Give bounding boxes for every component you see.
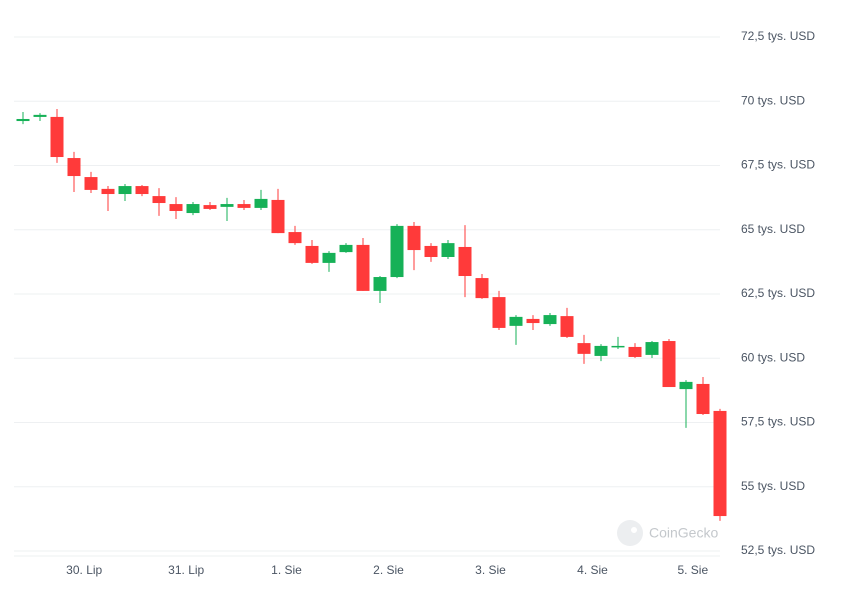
watermark-text: CoinGecko bbox=[649, 525, 718, 541]
candle-body bbox=[628, 346, 642, 357]
candle-body bbox=[526, 318, 540, 324]
candle-body bbox=[696, 383, 710, 415]
candle-body bbox=[339, 244, 353, 253]
candle-body bbox=[679, 381, 693, 390]
candle-body bbox=[424, 245, 438, 257]
x-tick-label: 4. Sie bbox=[577, 563, 608, 577]
y-tick-label: 62,5 tys. USD bbox=[741, 286, 815, 300]
candle-body bbox=[152, 196, 166, 204]
candle-body bbox=[254, 198, 268, 208]
candle-body bbox=[373, 277, 387, 291]
candle-body bbox=[305, 245, 319, 263]
y-tick-label: 57,5 tys. USD bbox=[741, 415, 815, 429]
candle-body bbox=[84, 177, 98, 190]
candle-body bbox=[169, 204, 183, 211]
y-tick-label: 67,5 tys. USD bbox=[741, 158, 815, 172]
candle-body bbox=[135, 186, 149, 195]
candle-body bbox=[186, 204, 200, 214]
candle-body bbox=[356, 244, 370, 291]
candle-body bbox=[67, 158, 81, 177]
x-tick-label: 3. Sie bbox=[475, 563, 506, 577]
candle-body bbox=[271, 199, 285, 234]
watermark: CoinGecko bbox=[617, 520, 718, 546]
candle-body bbox=[220, 204, 234, 207]
candle-body bbox=[288, 232, 302, 244]
candle-body bbox=[101, 188, 115, 195]
y-tick-label: 60 tys. USD bbox=[741, 350, 805, 364]
candle-body bbox=[407, 225, 421, 251]
candle-body bbox=[237, 204, 251, 208]
candle-body bbox=[577, 343, 591, 354]
candle-body bbox=[662, 341, 676, 388]
candle-body bbox=[322, 252, 336, 263]
candle-body bbox=[645, 342, 659, 355]
y-tick-label: 70 tys. USD bbox=[741, 93, 805, 107]
candle-body bbox=[203, 205, 217, 209]
candle-body bbox=[16, 118, 30, 122]
x-tick-label: 2. Sie bbox=[373, 563, 404, 577]
candle-body bbox=[713, 410, 727, 517]
y-tick-label: 52,5 tys. USD bbox=[741, 543, 815, 557]
y-tick-label: 55 tys. USD bbox=[741, 479, 805, 493]
candle-body bbox=[509, 316, 523, 326]
candle-body bbox=[611, 345, 625, 348]
x-tick-label: 30. Lip bbox=[66, 563, 102, 577]
candle-body bbox=[492, 297, 506, 328]
x-tick-label: 31. Lip bbox=[168, 563, 204, 577]
candle-body bbox=[594, 345, 608, 356]
candle-body bbox=[543, 315, 557, 325]
candle-body bbox=[50, 116, 64, 158]
candle-body bbox=[560, 316, 574, 337]
candle-body bbox=[33, 114, 47, 117]
candle-body bbox=[458, 246, 472, 277]
candle-body bbox=[441, 243, 455, 257]
x-tick-label: 5. Sie bbox=[677, 563, 708, 577]
candle-body bbox=[390, 225, 404, 278]
candle-body bbox=[475, 278, 489, 299]
y-tick-label: 72,5 tys. USD bbox=[741, 29, 815, 43]
x-tick-label: 1. Sie bbox=[271, 563, 302, 577]
candle-body bbox=[118, 186, 132, 195]
y-tick-label: 65 tys. USD bbox=[741, 222, 805, 236]
